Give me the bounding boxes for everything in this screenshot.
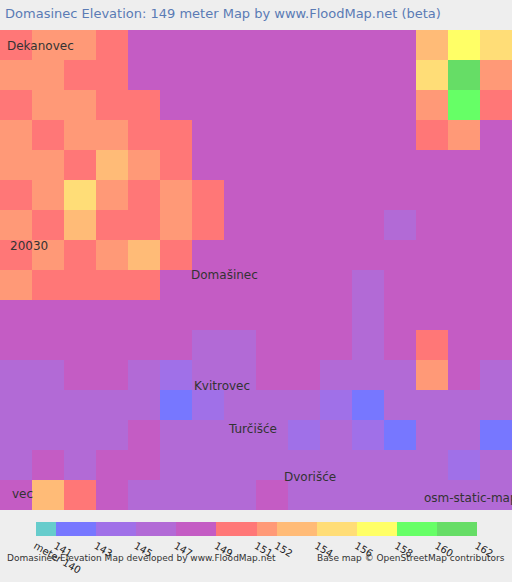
svg-text:151: 151 <box>253 540 275 559</box>
svg-text:143: 143 <box>92 540 114 559</box>
svg-text:Dekanovec: Dekanovec <box>7 39 74 53</box>
svg-text:osm-static-maps: osm-static-maps <box>424 491 512 505</box>
svg-text:Domasinec Elevation: 149 meter: Domasinec Elevation: 149 meter Map by ww… <box>5 6 441 21</box>
svg-text:149: 149 <box>212 540 234 559</box>
svg-text:141: 141 <box>52 540 74 559</box>
svg-text:154: 154 <box>313 540 335 559</box>
svg-text:vec: vec <box>12 487 33 501</box>
svg-text:Base map © OpenStreetMap contr: Base map © OpenStreetMap contributors <box>317 553 505 563</box>
svg-text:Domašinec: Domašinec <box>191 268 258 282</box>
svg-text:162: 162 <box>473 540 495 559</box>
svg-text:147: 147 <box>172 540 194 559</box>
svg-text:meter 140: meter 140 <box>32 540 83 576</box>
svg-text:Domasinec Elevation Map develo: Domasinec Elevation Map developed by www… <box>7 553 276 563</box>
svg-text:20030: 20030 <box>10 239 48 253</box>
svg-text:Turčišće: Turčišće <box>228 422 277 436</box>
svg-text:Dvorišće: Dvorišće <box>284 470 336 484</box>
svg-text:145: 145 <box>132 540 154 559</box>
svg-text:156: 156 <box>353 540 375 559</box>
svg-text:160: 160 <box>433 540 455 559</box>
svg-text:158: 158 <box>393 540 415 559</box>
svg-text:152: 152 <box>273 540 295 559</box>
svg-text:Kvitrovec: Kvitrovec <box>194 379 250 393</box>
